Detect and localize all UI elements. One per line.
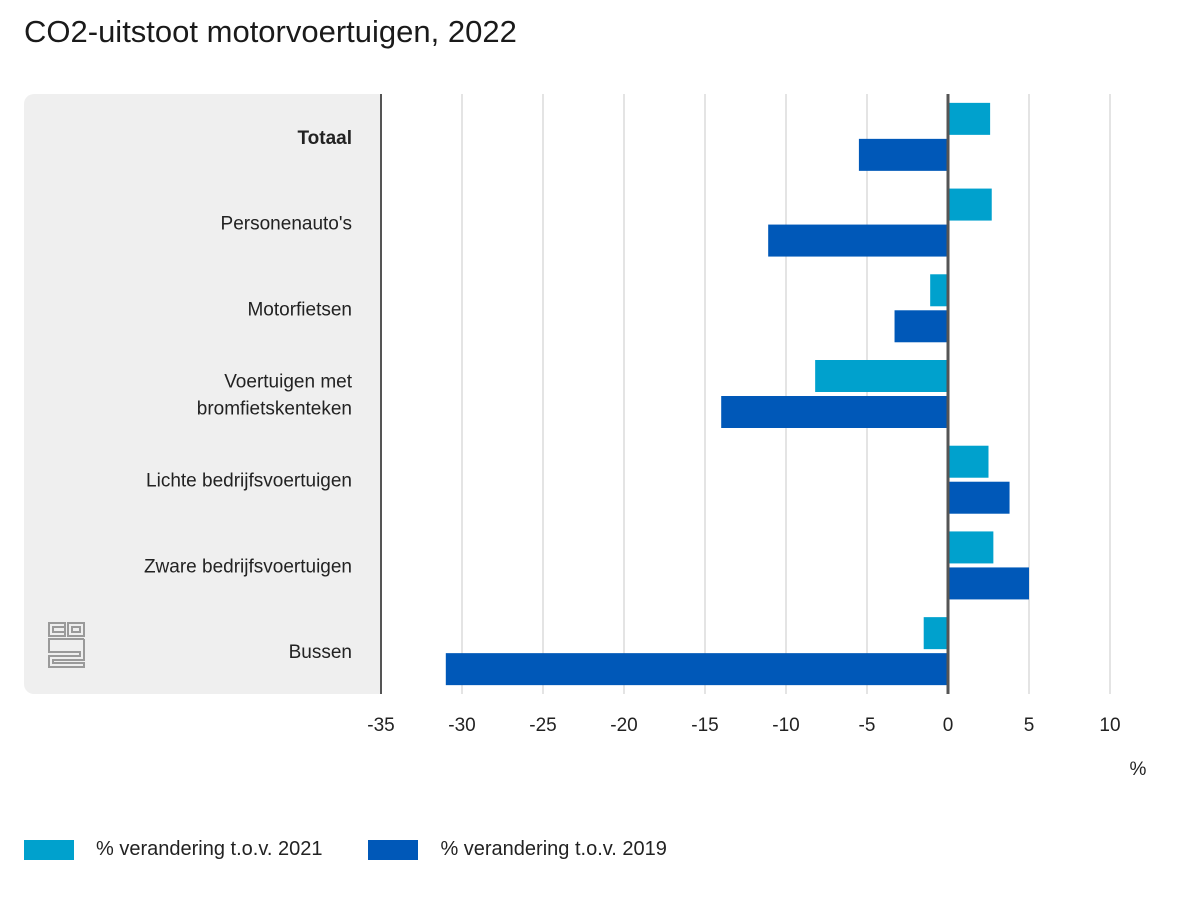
tick-label: 5 (1024, 715, 1035, 736)
category-label: Motorfietsen (247, 299, 352, 320)
category-label: Totaal (297, 128, 352, 149)
chart-title: CO2-uitstoot motorvoertuigen, 2022 (24, 14, 517, 49)
bar (948, 567, 1029, 600)
tick-label: -10 (772, 715, 799, 736)
bar (923, 617, 948, 650)
bar (894, 310, 948, 343)
tick-label: -5 (859, 715, 876, 736)
bar (768, 224, 948, 257)
tick-label: -15 (691, 715, 718, 736)
legend-item-2019: % verandering t.o.v. 2019 (368, 838, 667, 861)
bar (948, 481, 1010, 514)
plot-area (381, 94, 1154, 694)
bar (815, 360, 948, 392)
tick-labels: -35 -30 -25 -20 -15 -10 -5 0 5 10 (367, 715, 1120, 736)
bar (948, 102, 991, 135)
category-label: bromfietskenteken (197, 399, 352, 420)
category-label: Zware bedrijfsvoertuigen (144, 556, 352, 577)
tick-label: -25 (529, 715, 556, 736)
bar (721, 396, 948, 428)
legend-item-2021: % verandering t.o.v. 2021 (24, 838, 322, 861)
tick-label: 10 (1099, 715, 1120, 736)
category-labels: Totaal Personenauto's Motorfietsen Voertuig… (144, 128, 353, 663)
bar (948, 188, 992, 221)
tick-label: -35 (367, 715, 394, 736)
tick-label: -20 (610, 715, 637, 736)
category-label: Lichte bedrijfsvoertuigen (146, 471, 352, 492)
bar (948, 445, 989, 478)
x-axis-label: % (1130, 759, 1147, 780)
gridlines (461, 94, 1111, 694)
bar-chart: Totaal Personenauto's Motorfietsen Voertuig… (24, 94, 1154, 780)
legend-swatch-2021 (24, 839, 74, 860)
bars (445, 102, 1029, 686)
legend-label-2019: % verandering t.o.v. 2019 (440, 838, 667, 860)
tick-label: -30 (448, 715, 475, 736)
tick-label: 0 (943, 715, 954, 736)
bar (858, 138, 948, 171)
legend-swatch-2019 (368, 839, 419, 860)
bar (445, 653, 948, 686)
bar (930, 274, 948, 307)
category-label: Personenauto's (221, 214, 352, 235)
cbs-logo-icon (48, 622, 85, 668)
bar (948, 531, 994, 564)
legend: % verandering t.o.v. 2021 % verandering … (24, 838, 713, 861)
legend-label-2021: % verandering t.o.v. 2021 (96, 838, 323, 860)
category-label: Voertuigen met (224, 372, 353, 393)
category-label: Bussen (289, 642, 352, 663)
